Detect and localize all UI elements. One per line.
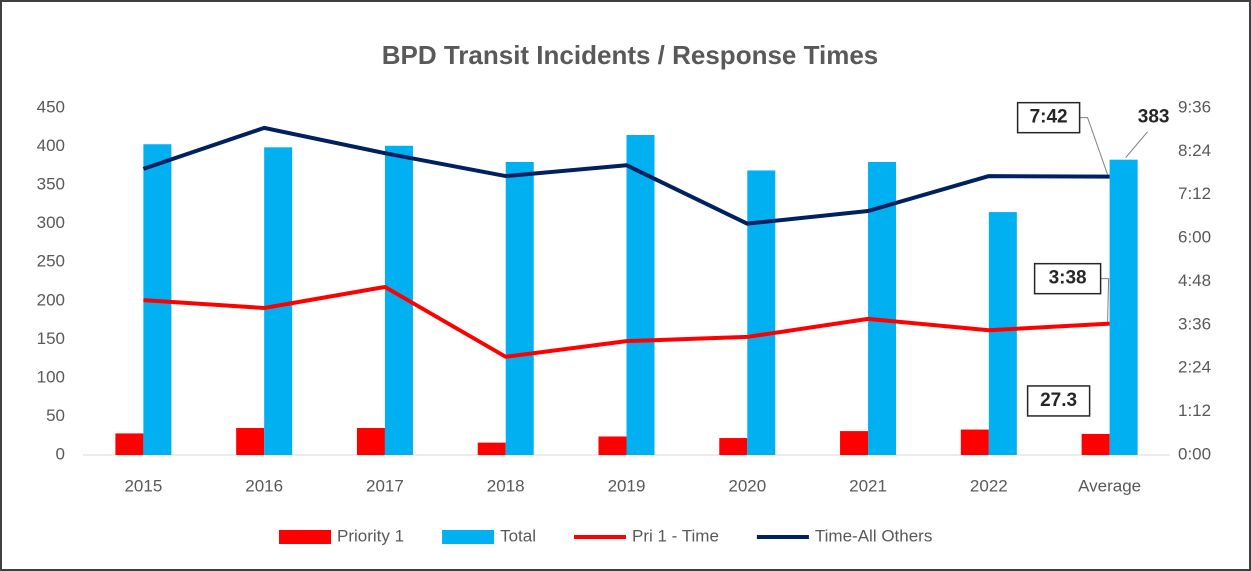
- data-label: 3:38: [1049, 268, 1087, 289]
- y2-tick-label: 0:00: [1178, 444, 1211, 463]
- y-tick-label: 450: [37, 97, 65, 116]
- bar: [598, 436, 627, 455]
- bar: [505, 161, 534, 455]
- x-tick-label: 2015: [124, 476, 162, 495]
- x-tick-label: 2016: [245, 476, 283, 495]
- data-label: 7:42: [1030, 107, 1068, 128]
- x-tick-label: 2020: [728, 476, 766, 495]
- y2-tick-label: 4:48: [1178, 271, 1211, 290]
- data-label-box: [1033, 262, 1102, 295]
- line: [142, 125, 1110, 226]
- bar: [477, 442, 506, 455]
- leader-line: [1079, 117, 1109, 175]
- x-tick-label: 2019: [608, 476, 646, 495]
- data-label: 383: [1138, 107, 1170, 128]
- bar: [719, 438, 748, 455]
- y2-tick-label: 6:00: [1178, 228, 1211, 247]
- bar: [264, 147, 293, 455]
- chart-title: BPD Transit Incidents / Response Times: [382, 40, 879, 70]
- y-tick-label: 250: [37, 252, 65, 271]
- x-tick-label: Average: [1078, 476, 1141, 495]
- x-tick-label: 2021: [849, 476, 887, 495]
- y2-tick-label: 3:36: [1178, 314, 1211, 333]
- y-tick-label: 300: [37, 213, 65, 232]
- y-tick-label: 200: [37, 290, 65, 309]
- leader-line: [1125, 131, 1148, 158]
- legend-label: Time-All Others: [815, 526, 932, 545]
- y-tick-label: 350: [37, 175, 65, 194]
- y-tick-label: 50: [46, 406, 65, 425]
- bar: [1109, 159, 1138, 456]
- legend-label: Pri 1 - Time: [632, 526, 719, 545]
- legend-swatch: [442, 530, 495, 544]
- data-label-box: [1026, 385, 1091, 417]
- bar: [626, 134, 655, 455]
- data-label-box: [1016, 101, 1081, 134]
- y2-tick-label: 8:24: [1178, 141, 1211, 160]
- y-tick-label: 150: [37, 329, 65, 348]
- line: [143, 284, 1110, 359]
- x-tick-label: 2017: [366, 476, 404, 495]
- y-tick-label: 400: [37, 136, 65, 155]
- bar: [840, 431, 869, 455]
- data-label: 27.3: [1040, 390, 1077, 411]
- legend-label: Priority 1: [337, 526, 404, 545]
- bar: [960, 429, 989, 455]
- legend-label: Total: [500, 526, 536, 545]
- y2-tick-label: 1:12: [1178, 401, 1211, 420]
- bar: [356, 428, 385, 455]
- bar: [747, 170, 776, 455]
- leader-line: [1100, 278, 1110, 322]
- bar: [115, 433, 144, 455]
- x-tick-label: 2018: [487, 476, 525, 495]
- y-tick-label: 0: [56, 444, 65, 463]
- legend-swatch: [279, 530, 331, 544]
- x-tick-label: 2022: [970, 476, 1008, 495]
- bar: [1081, 433, 1110, 455]
- y2-tick-label: 9:36: [1178, 97, 1211, 116]
- y2-tick-label: 7:12: [1178, 184, 1211, 203]
- y-tick-label: 100: [37, 367, 65, 386]
- bar: [236, 428, 265, 455]
- y2-tick-label: 2:24: [1178, 358, 1211, 377]
- bar: [988, 212, 1017, 455]
